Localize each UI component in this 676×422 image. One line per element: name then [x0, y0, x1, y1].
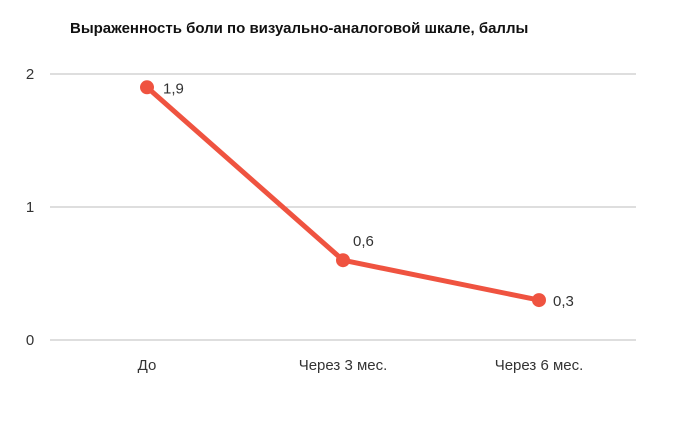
data-label: 0,6 — [353, 233, 374, 250]
x-tick-label: Через 3 мес. — [299, 357, 388, 374]
data-point — [336, 253, 350, 267]
x-tick-label: Через 6 мес. — [495, 357, 584, 374]
y-tick-label: 0 — [26, 332, 34, 349]
y-tick-label: 2 — [26, 66, 34, 83]
y-tick-label: 1 — [26, 199, 34, 216]
series-line — [147, 87, 539, 300]
data-label: 0,3 — [553, 293, 574, 310]
data-label: 1,9 — [163, 80, 184, 97]
data-point — [532, 293, 546, 307]
x-tick-label: До — [138, 357, 157, 374]
data-point — [140, 80, 154, 94]
